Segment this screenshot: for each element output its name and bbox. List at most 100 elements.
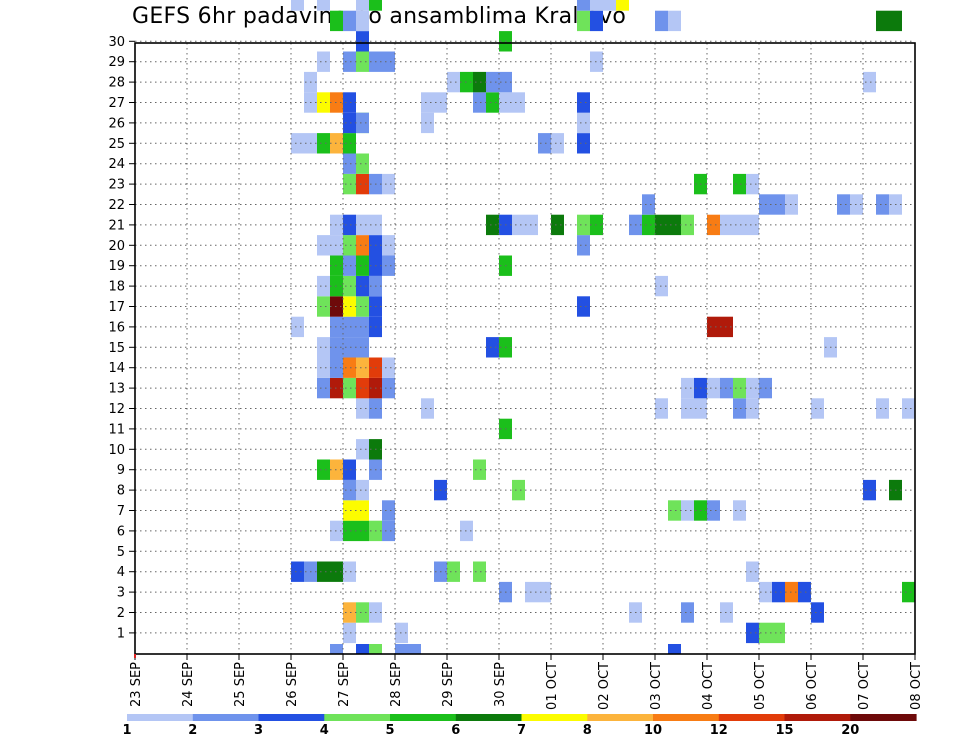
heatmap-cell (811, 398, 824, 419)
heatmap-cell (681, 500, 694, 521)
x-tick-label: 25 SEP (233, 662, 248, 707)
heatmap-cell (330, 10, 343, 32)
x-tick-label: 06 OCT (805, 662, 820, 710)
y-tick-label: 16 (108, 320, 125, 335)
heatmap-cell (343, 357, 356, 378)
y-tick-label: 22 (108, 198, 125, 213)
heatmap-cell (551, 133, 564, 154)
heatmap-cell (421, 398, 434, 419)
heatmap-cell (382, 500, 395, 521)
legend-label: 2 (188, 723, 197, 738)
heatmap-cell (707, 214, 720, 236)
heatmap-cell (590, 0, 603, 11)
heatmap-cell (876, 398, 889, 419)
legend-label: 10 (644, 723, 662, 738)
y-tick-label: 1 (117, 626, 125, 641)
heatmap-cell (642, 194, 655, 215)
heatmap-cell (343, 520, 356, 542)
heatmap-cell (356, 153, 369, 174)
heatmap-cell (577, 0, 590, 11)
legend-swatch (850, 714, 917, 721)
x-tick-label: 30 SEP (493, 662, 508, 707)
heatmap-cell (356, 377, 369, 399)
heatmap-cell (811, 602, 824, 623)
heatmap-cell (538, 581, 551, 603)
heatmap-cell (343, 255, 356, 276)
heatmap-cell (343, 153, 356, 174)
heatmap-cell (577, 296, 590, 317)
y-tick-label: 8 (117, 484, 125, 499)
x-axis: 23 SEP 24 SEP 25 SEP 26 SEP 27 SEP 28 SEP 29 S… (129, 654, 924, 710)
heatmap-cell (668, 500, 681, 521)
heatmap-cell (317, 275, 330, 297)
y-tick-label: 30 (108, 35, 125, 50)
heatmap-cell (837, 194, 850, 215)
y-tick-label: 18 (108, 280, 125, 295)
heatmap-cell (577, 10, 590, 32)
heatmap-cell (512, 479, 525, 501)
heatmap-cell (317, 561, 330, 582)
legend-label: 12 (710, 723, 728, 738)
heatmap-cell (356, 173, 369, 195)
legend-swatch (192, 714, 260, 721)
heatmap-cell (356, 520, 369, 542)
heatmap-cell (356, 31, 369, 52)
y-tick-label: 19 (108, 259, 125, 274)
heatmap-cell (902, 398, 915, 419)
heatmap-cell (668, 10, 681, 32)
heatmap-cell (447, 71, 460, 93)
y-tick-label: 15 (108, 341, 125, 356)
heatmap-cell (408, 644, 421, 654)
legend-swatch (455, 714, 523, 721)
heatmap-cell (343, 173, 356, 195)
heatmap-cell (343, 622, 356, 644)
heatmap-cell (343, 561, 356, 582)
y-tick-label: 7 (117, 504, 125, 519)
heatmap-cell (707, 316, 720, 338)
heatmap-cell (577, 235, 590, 256)
heatmap-cell (356, 275, 369, 297)
heatmap-cell (772, 194, 785, 215)
x-tick-label: 24 SEP (181, 662, 196, 707)
legend-label: 3 (254, 723, 263, 738)
heatmap-cell (772, 581, 785, 603)
x-tick-label: 04 OCT (701, 662, 716, 710)
legend-swatch (258, 714, 325, 721)
x-tick-label: 05 OCT (753, 662, 768, 710)
heatmap-cell (343, 316, 356, 338)
y-tick-label: 24 (108, 157, 125, 172)
heatmap-cell (681, 214, 694, 236)
heatmap-cell (707, 500, 720, 521)
heatmap-cell (707, 377, 720, 399)
heatmap-cell (356, 51, 369, 72)
heatmap-cell (746, 173, 759, 195)
heatmap-cell (668, 214, 681, 236)
heatmap-cell (356, 10, 369, 32)
y-tick-label: 6 (117, 524, 125, 539)
heatmap-cell (356, 316, 369, 338)
y-tick-label: 29 (108, 55, 125, 70)
heatmap-cell (577, 112, 590, 134)
y-tick-label: 11 (108, 422, 125, 437)
heatmap-cell (603, 0, 616, 11)
heatmap-cell (356, 0, 369, 11)
heatmap-cell (512, 92, 525, 113)
heatmap-cell (356, 398, 369, 419)
heatmap-cell (356, 112, 369, 134)
heatmap-cell (421, 112, 434, 134)
heatmap-cell (512, 214, 525, 236)
heatmap-cell (343, 377, 356, 399)
heatmap-cell (486, 214, 499, 236)
y-tick-label: 13 (108, 382, 125, 397)
legend-swatch (653, 714, 720, 721)
heatmap-cell (291, 561, 304, 582)
heatmap-cell (382, 51, 395, 72)
y-tick-label: 9 (117, 463, 125, 478)
heatmap-cell (616, 0, 629, 11)
x-tick-label: 26 SEP (285, 662, 300, 707)
y-tick-label: 21 (108, 218, 125, 233)
heatmap-cell (577, 214, 590, 236)
x-tick-label: 02 OCT (597, 662, 612, 710)
heatmap-cell (343, 235, 356, 256)
